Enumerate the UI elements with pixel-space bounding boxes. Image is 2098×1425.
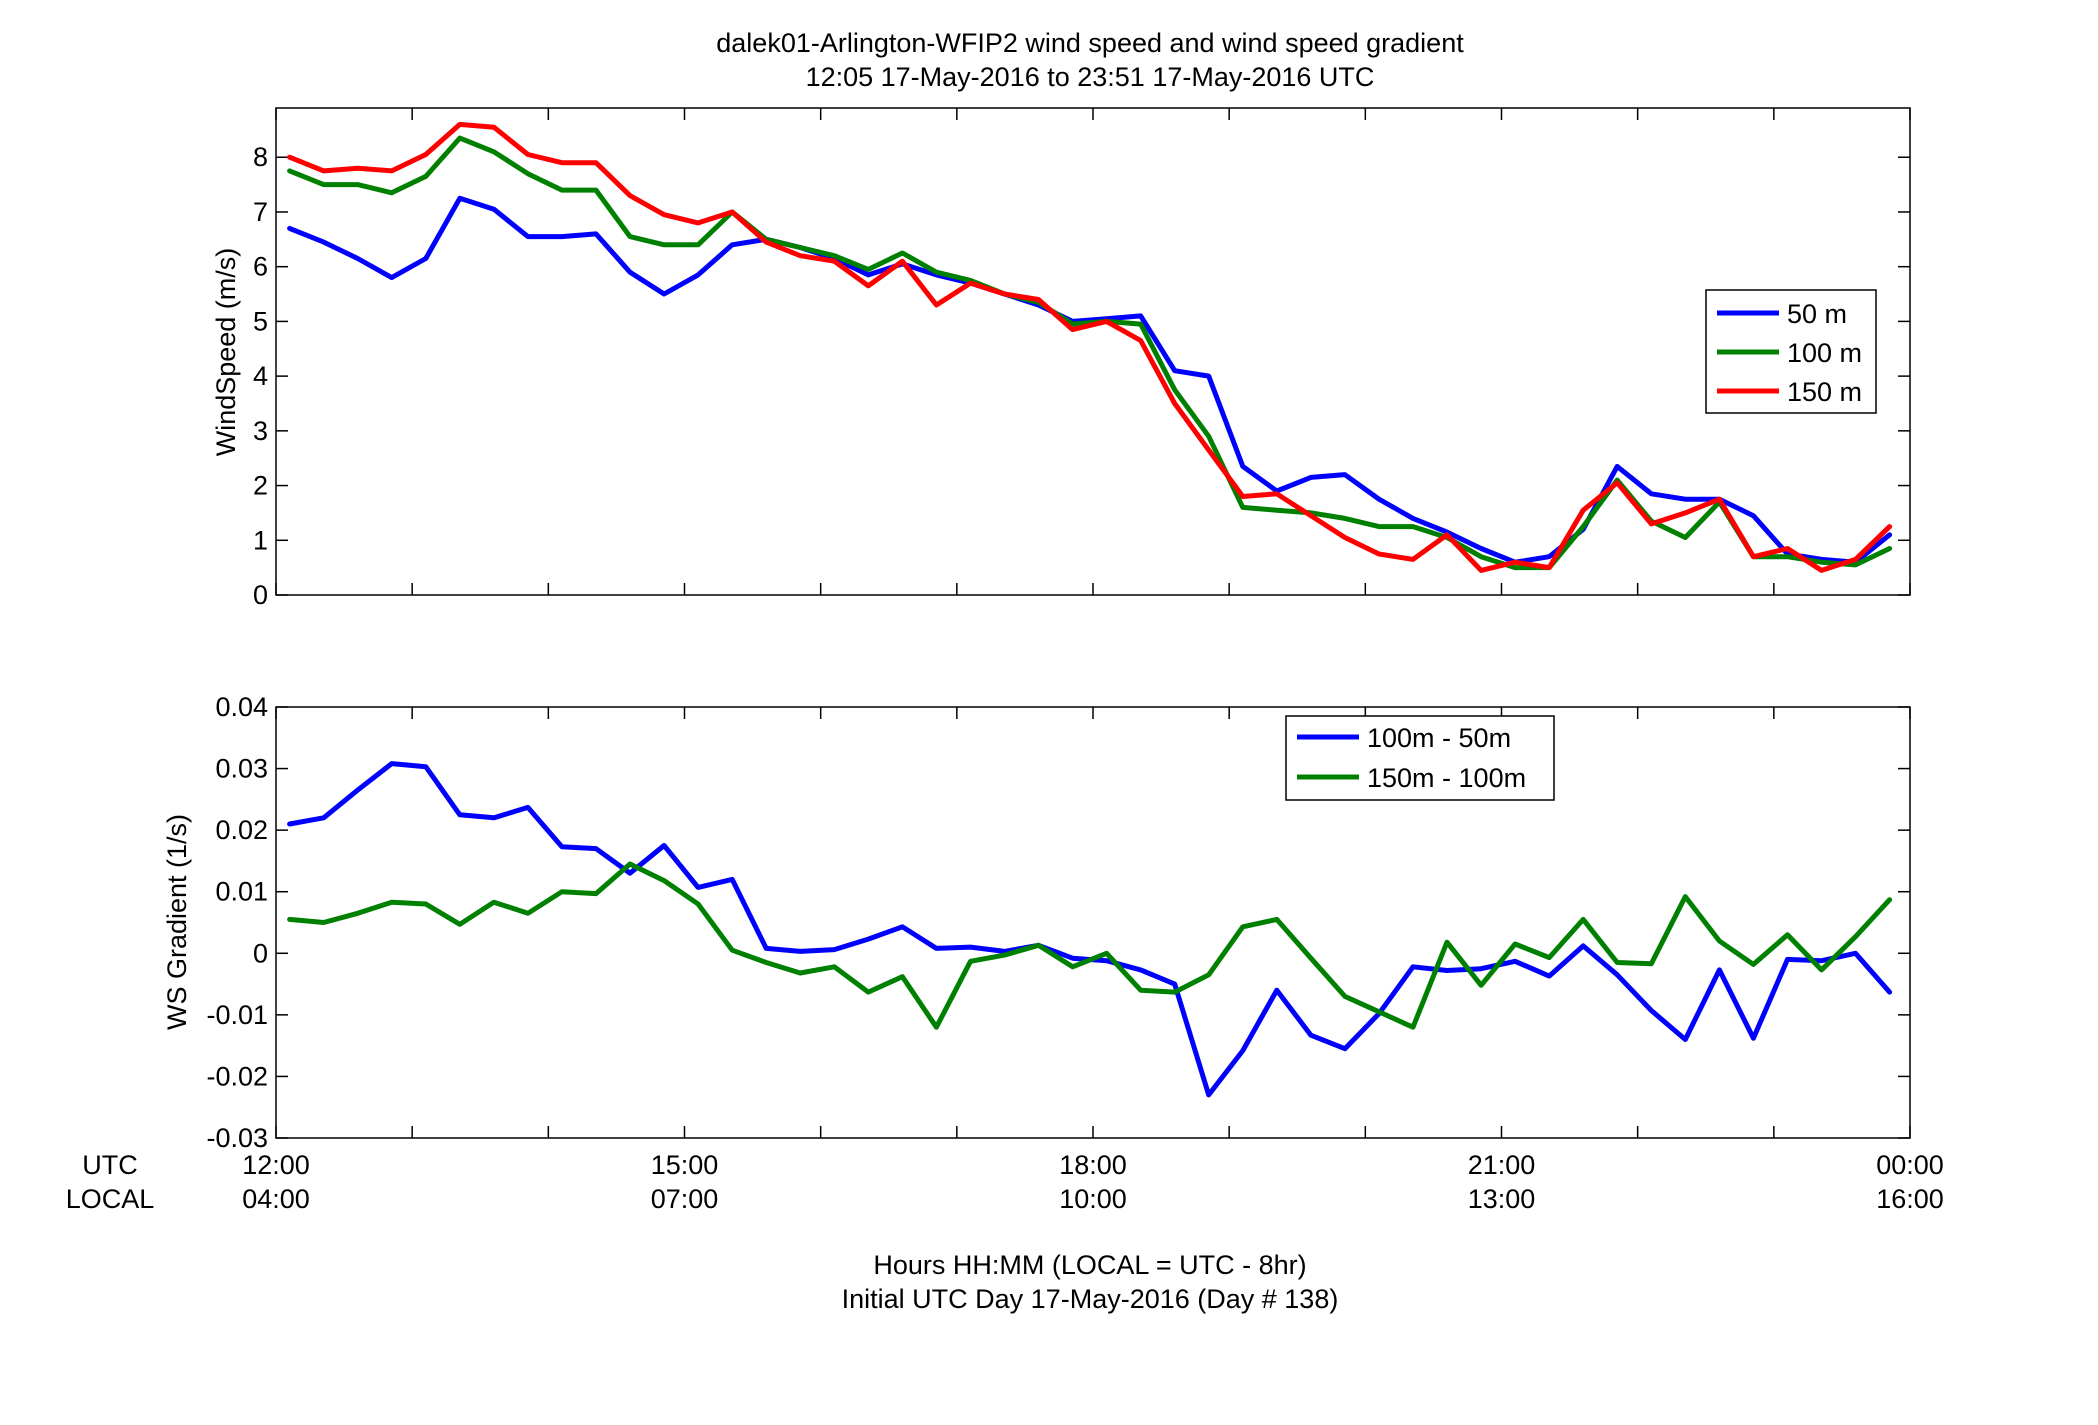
windspeed-series [287, 121, 1893, 573]
legend-label-150m: 150 m [1787, 377, 1862, 407]
gradient-x-ticks [275, 707, 1911, 1138]
x-tick-label-utc: 00:00 [1876, 1150, 1944, 1180]
x-tick-label-local: 07:00 [651, 1184, 719, 1214]
windspeed-series-line-150-m [287, 121, 1893, 573]
gradient-y-axis-label: WS Gradient (1/s) [162, 814, 192, 1030]
chart-title-line2: 12:05 17-May-2016 to 23:51 17-May-2016 U… [806, 62, 1375, 92]
x-tick-label-utc: 18:00 [1059, 1150, 1127, 1180]
gradient-series-line-150m-100m [287, 861, 1893, 1030]
windspeed-series-line-50-m [287, 195, 1893, 565]
gradient-legend: 100m - 50m 150m - 100m [1285, 715, 1555, 801]
gradient-y-tick-label: 0.04 [215, 692, 268, 722]
windspeed-y-tick-label: 3 [253, 416, 268, 446]
windspeed-y-tick-label: 7 [253, 197, 268, 227]
windspeed-y-ticks: 0 1 2 3 4 5 6 7 8 [253, 142, 1910, 610]
gradient-y-tick-label: 0.01 [215, 877, 268, 907]
gradient-y-tick-label: -0.03 [206, 1123, 268, 1153]
chart-title-line1: dalek01-Arlington-WFIP2 wind speed and w… [716, 28, 1464, 58]
x-tick-label-local: 16:00 [1876, 1184, 1944, 1214]
gradient-y-tick-label: 0.03 [215, 754, 268, 784]
x-tick-label-local: 04:00 [242, 1184, 310, 1214]
windspeed-legend: 50 m 100 m 150 m [1705, 289, 1877, 414]
gradient-plot: -0.03 -0.02 -0.01 0 0.01 0.02 0.03 0.04 WS Grad… [162, 692, 1911, 1153]
windspeed-y-tick-label: 8 [253, 142, 268, 172]
x-tick-label-local: 10:00 [1059, 1184, 1127, 1214]
windspeed-y-tick-label: 4 [253, 361, 268, 391]
x-tick-label-utc: 15:00 [651, 1150, 719, 1180]
windspeed-y-tick-label: 0 [253, 580, 268, 610]
windspeed-y-tick-label: 2 [253, 471, 268, 501]
local-row-label: LOCAL [66, 1184, 155, 1214]
gradient-y-tick-label: -0.01 [206, 1000, 268, 1030]
windspeed-plot-frame [275, 107, 1911, 596]
utc-row-label: UTC [82, 1150, 138, 1180]
x-tick-labels: 12:00 04:00 15:00 07:00 18:00 10:00 21:00 13:00… [242, 1150, 1944, 1214]
gradient-y-tick-label: 0.02 [215, 815, 268, 845]
gradient-y-tick-label: 0 [253, 938, 268, 968]
x-axis-label-line2: Initial UTC Day 17-May-2016 (Day # 138) [842, 1284, 1339, 1314]
windspeed-y-axis-label: WindSpeed (m/s) [211, 248, 241, 457]
gradient-y-tick-label: -0.02 [206, 1061, 268, 1091]
windspeed-plot: 0 1 2 3 4 5 6 7 8 WindSpeed (m/s) 50 m 100 m 150… [211, 107, 1911, 610]
legend-label-100m: 100 m [1787, 338, 1862, 368]
x-tick-label-local: 13:00 [1468, 1184, 1536, 1214]
legend-label-100m-50m: 100m - 50m [1367, 723, 1511, 753]
x-tick-label-utc: 21:00 [1468, 1150, 1536, 1180]
windspeed-y-tick-label: 1 [253, 525, 268, 555]
x-axis-label-line1: Hours HH:MM (LOCAL = UTC - 8hr) [873, 1250, 1306, 1280]
gradient-legend-box [1285, 715, 1555, 801]
gradient-y-ticks: -0.03 -0.02 -0.01 0 0.01 0.02 0.03 0.04 [206, 692, 1910, 1153]
windspeed-x-ticks [275, 108, 1911, 595]
x-tick-label-utc: 12:00 [242, 1150, 310, 1180]
legend-label-150m-100m: 150m - 100m [1367, 763, 1526, 793]
windspeed-y-tick-label: 6 [253, 252, 268, 282]
legend-label-50m: 50 m [1787, 299, 1847, 329]
gradient-series [287, 761, 1893, 1098]
gradient-plot-frame [275, 706, 1911, 1139]
windspeed-y-tick-label: 5 [253, 306, 268, 336]
